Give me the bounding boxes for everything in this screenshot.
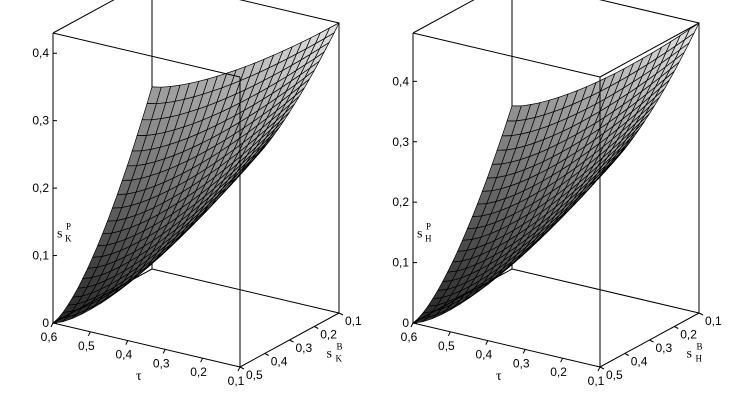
x-axis-label: τ — [136, 369, 142, 384]
z-axis-label-sub: H — [425, 233, 432, 243]
x-tick-mark — [162, 349, 166, 354]
y-tick-label: 0,2 — [320, 328, 337, 342]
z-tick-label: 0,1 — [392, 256, 409, 270]
y-tick-label: 0,3 — [656, 341, 673, 355]
x-tick-label: 0,6 — [41, 330, 58, 344]
z-tick-label: 0,3 — [32, 114, 49, 128]
y-tick-label: 0,3 — [296, 341, 313, 355]
y-tick-mark — [698, 312, 704, 316]
y-axis-label: s — [686, 346, 691, 361]
y-tick-mark — [649, 339, 654, 343]
y-tick-label: 0,1 — [345, 314, 362, 328]
box-edge — [52, 322, 241, 368]
x-tick-mark — [447, 331, 451, 337]
z-axis-label: s — [57, 226, 62, 241]
y-tick-mark — [289, 339, 294, 343]
box-edge — [412, 32, 601, 78]
box-edge — [52, 0, 115, 34]
z-axis-label-sup: P — [426, 221, 431, 231]
surface-plot-1: 00,10,20,30,4s PK0,60,50,40,30,20,1τ0,10,… — [32, 0, 362, 388]
z-tick-label: 0 — [42, 316, 49, 330]
z-tick-label: 0,2 — [392, 195, 409, 209]
z-tick-label: 0 — [402, 316, 409, 330]
x-tick-mark — [237, 366, 241, 372]
box-edge — [412, 322, 601, 368]
box-edge — [412, 0, 475, 34]
y-tick-mark — [624, 353, 629, 356]
x-tick-mark — [597, 366, 601, 372]
x-tick-label: 0,3 — [153, 356, 170, 370]
x-tick-label: 0,3 — [513, 356, 530, 370]
x-tick-mark — [410, 322, 414, 328]
y-tick-label: 0,4 — [631, 355, 648, 369]
y-axis-label-sub: H — [695, 353, 702, 363]
x-tick-label: 0,4 — [115, 348, 132, 362]
x-tick-label: 0,2 — [550, 365, 567, 379]
box-edge — [52, 268, 153, 324]
z-tick-label: 0,3 — [392, 135, 409, 149]
y-tick-mark — [674, 326, 679, 329]
box-edge — [599, 0, 700, 24]
x-tick-label: 0,4 — [475, 348, 492, 362]
box-edge — [151, 268, 340, 314]
surface-patch — [590, 169, 606, 185]
x-tick-label: 0,6 — [401, 330, 418, 344]
z-tick-label: 0,4 — [392, 74, 409, 88]
x-axis-label: τ — [496, 369, 502, 384]
z-tick-label: 0,1 — [32, 249, 49, 263]
x-tick-mark — [87, 331, 91, 337]
y-tick-label: 0,4 — [271, 355, 288, 369]
y-tick-label: 0,5 — [246, 368, 263, 382]
y-tick-mark — [338, 312, 344, 316]
y-tick-label: 0,2 — [680, 328, 697, 342]
surface-plot-2: 00,10,20,30,4s PH0,60,50,40,30,20,1τ0,10,… — [392, 0, 722, 388]
y-axis-label: s — [326, 346, 331, 361]
x-tick-mark — [125, 340, 129, 345]
z-tick-label: 0,4 — [32, 46, 49, 60]
y-tick-mark — [239, 366, 245, 370]
z-axis-label: s — [417, 226, 422, 241]
box-edge — [599, 22, 700, 78]
x-tick-label: 0,2 — [190, 365, 207, 379]
box-edge — [412, 268, 513, 324]
box-edge — [52, 32, 241, 78]
x-tick-label: 0,1 — [228, 374, 245, 388]
x-tick-mark — [560, 357, 564, 363]
y-tick-label: 0,5 — [606, 368, 623, 382]
x-tick-label: 0,1 — [588, 374, 605, 388]
y-tick-mark — [264, 353, 269, 356]
surface-patch — [230, 167, 246, 183]
z-axis-label-sup: P — [66, 221, 71, 231]
x-tick-mark — [200, 357, 204, 363]
x-tick-mark — [485, 340, 489, 345]
x-tick-label: 0,5 — [438, 339, 455, 353]
x-tick-label: 0,5 — [78, 339, 95, 353]
z-tick-label: 0,2 — [32, 181, 49, 195]
y-tick-mark — [599, 366, 605, 370]
y-axis-label-sub: K — [335, 353, 342, 363]
x-tick-mark — [50, 322, 54, 328]
y-axis-label-sup: B — [696, 341, 702, 351]
y-tick-label: 0,1 — [705, 314, 722, 328]
box-edge — [511, 268, 700, 314]
z-axis-label-sub: K — [65, 233, 72, 243]
x-tick-mark — [522, 349, 526, 354]
box-edge — [239, 0, 340, 24]
y-axis-label-sup: B — [336, 341, 342, 351]
y-tick-mark — [314, 326, 319, 329]
